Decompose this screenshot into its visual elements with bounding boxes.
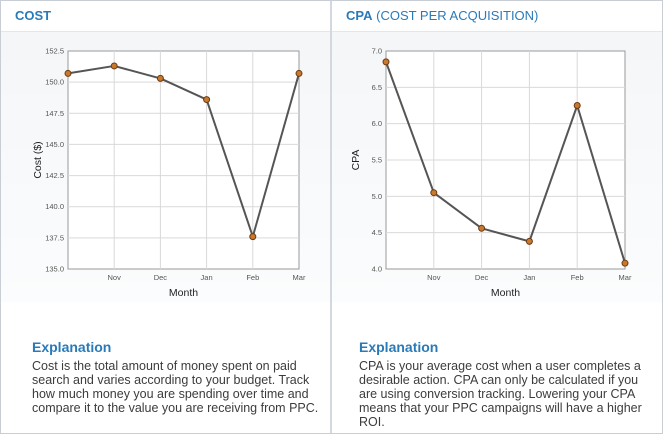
cost-y-tick-label: 135.0 <box>45 265 64 274</box>
cost-series-line <box>67 64 300 238</box>
cpa-y-tick-label: 7.0 <box>372 47 382 56</box>
cpa-x-tick-label: Mar <box>619 273 632 282</box>
cost-data-point <box>110 62 118 70</box>
cpa-y-axis-title: CPA <box>350 150 362 171</box>
cpa-data-point <box>573 102 581 109</box>
cost-y-tick-label: 142.5 <box>45 171 64 180</box>
cpa-y-tick-label: 6.0 <box>372 119 382 128</box>
cost-explanation-text: Cost is the total amount of money spent … <box>32 359 319 415</box>
cost-panel-title: COST <box>15 8 51 23</box>
cost-chart: 135.0 137.5 140.0 142.5 145.0 147.5 150.0 152.5… <box>32 47 306 300</box>
cost-data-point <box>249 233 257 241</box>
cpa-data-point <box>382 58 390 66</box>
cost-y-tick-label: 150.0 <box>45 78 64 87</box>
cpa-data-point <box>478 224 486 232</box>
cpa-x-tick-label: Jan <box>523 273 535 282</box>
cost-y-tick-label: 145.0 <box>45 140 64 149</box>
cost-y-tick-label: 140.0 <box>45 202 64 211</box>
cost-data-point <box>156 74 164 82</box>
cost-x-tick-label: Feb <box>246 273 259 282</box>
cost-data-point <box>203 96 211 104</box>
cost-explanation: Explanation Cost is the total amount of … <box>1 321 330 433</box>
cost-y-tick-label: 147.5 <box>45 109 64 118</box>
cpa-y-tick-label: 4.0 <box>372 265 382 274</box>
cpa-panel-title: CPA (COST PER ACQUISITION) <box>346 8 538 23</box>
cost-panel: COST 135.0 137.5 140.0 142.5 145.0 147.5 150.0… <box>1 1 330 433</box>
cpa-y-tick-label: 4.5 <box>372 228 382 237</box>
cpa-series-line <box>385 61 626 264</box>
cpa-data-point <box>525 237 533 245</box>
cpa-data-point <box>621 259 629 267</box>
cpa-explanation-text: CPA is your average cost when a user com… <box>359 359 642 429</box>
cpa-panel-header: CPA (COST PER ACQUISITION) <box>332 1 662 32</box>
cost-y-tick-label: 137.5 <box>45 233 64 242</box>
cpa-panel: CPA (COST PER ACQUISITION) 4.0 4.5 5.0 5.5 6… <box>332 1 662 433</box>
cost-explanation-title: Explanation <box>32 339 112 355</box>
cpa-x-axis-title: Month <box>491 287 520 299</box>
cpa-y-tick-label: 6.5 <box>372 83 382 92</box>
cpa-x-tick-label: Dec <box>475 273 489 282</box>
cost-data-point <box>295 69 303 77</box>
cost-x-tick-label: Mar <box>293 273 306 282</box>
cost-panel-header: COST <box>1 1 330 32</box>
cpa-y-tick-label: 5.0 <box>372 192 382 201</box>
cost-x-tick-label: Jan <box>201 273 213 282</box>
cost-x-tick-label: Nov <box>108 273 122 282</box>
cost-y-tick-label: 152.5 <box>45 47 64 56</box>
cpa-chart: 4.0 4.5 5.0 5.5 6.0 6.5 7.0 Nov Dec Jan Feb Mar Mont… <box>350 47 632 300</box>
panel-divider <box>330 1 332 433</box>
cpa-subtitle: (COST PER ACQUISITION) <box>376 8 539 23</box>
cost-x-tick-label: Dec <box>154 273 168 282</box>
cpa-x-tick-label: Feb <box>571 273 584 282</box>
cpa-y-tick-label: 5.5 <box>372 156 382 165</box>
cost-y-axis-title: Cost ($) <box>32 141 44 178</box>
cpa-x-tick-label: Nov <box>427 273 441 282</box>
cpa-explanation: Explanation CPA is your average cost whe… <box>332 321 662 433</box>
cpa-data-point <box>430 189 438 197</box>
cost-chart-area: 135.0 137.5 140.0 142.5 145.0 147.5 150.0 152.5… <box>1 32 330 302</box>
cpa-explanation-title: Explanation <box>359 339 439 355</box>
cost-x-axis-title: Month <box>169 287 198 299</box>
cpa-chart-area: 4.0 4.5 5.0 5.5 6.0 6.5 7.0 Nov Dec Jan Feb Mar Mont… <box>332 32 662 302</box>
cost-data-point <box>64 69 72 77</box>
cost-title: COST <box>15 8 52 23</box>
cpa-title: CPA <box>346 8 373 23</box>
cost-plot-area <box>67 50 300 270</box>
